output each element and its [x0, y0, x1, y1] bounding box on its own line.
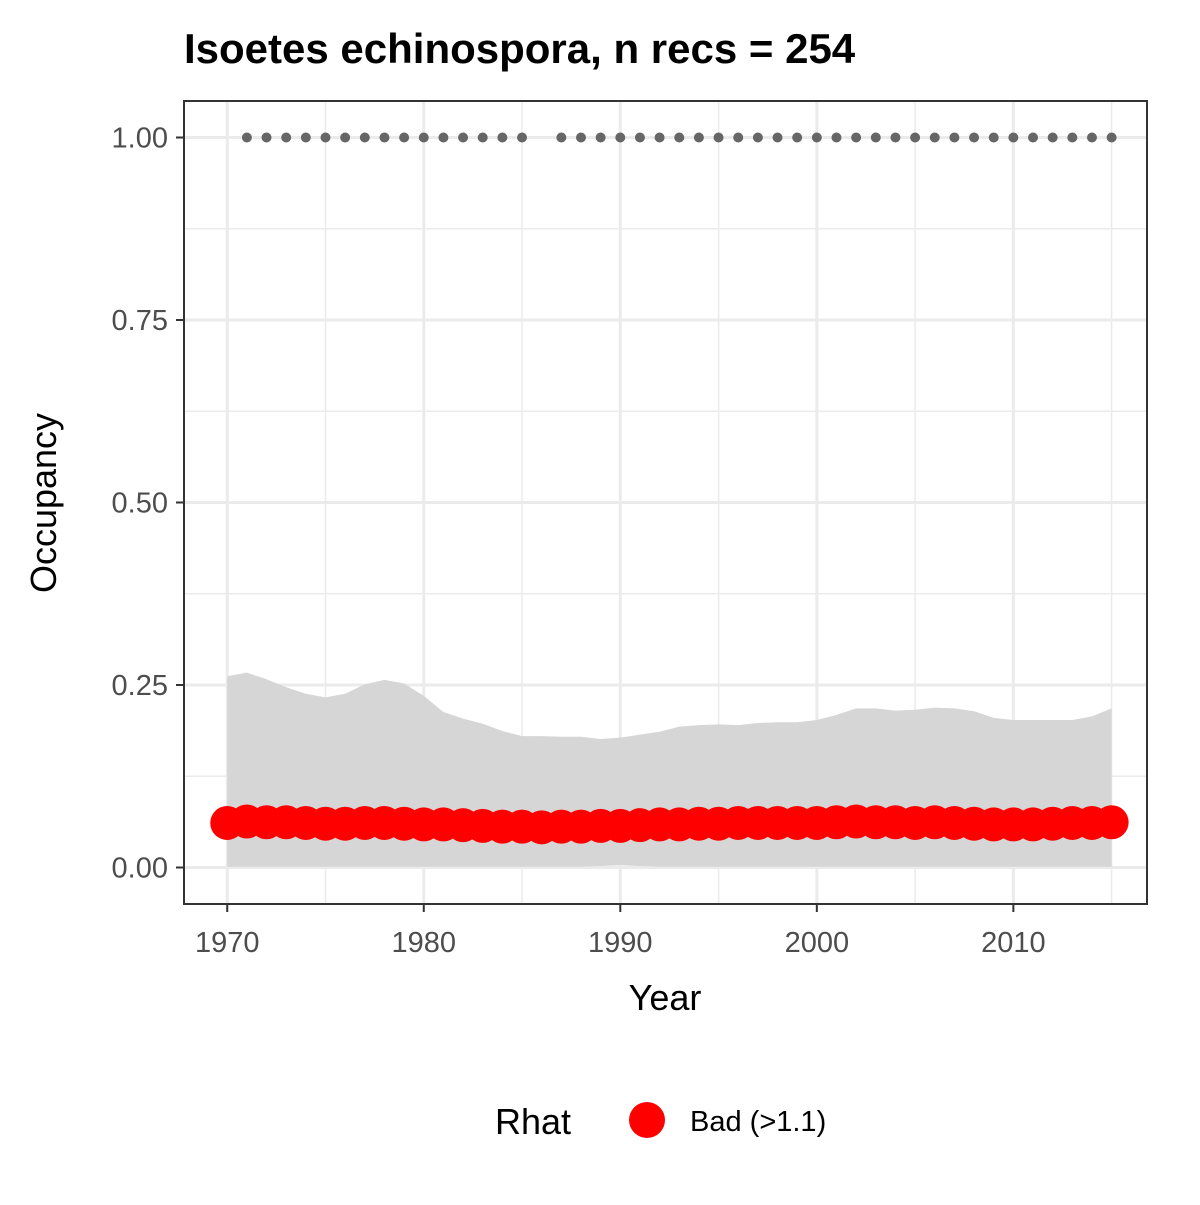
record-dot: [575, 132, 586, 143]
y-axis-title: Occupancy: [23, 413, 64, 593]
x-tick-label: 1990: [588, 927, 653, 959]
record-dot: [1067, 132, 1078, 143]
y-tick-label: 0.75: [112, 305, 168, 337]
record-dot: [851, 132, 862, 143]
legend-title: Rhat: [495, 1101, 571, 1142]
record-dot: [634, 132, 645, 143]
record-dot: [969, 132, 980, 143]
x-axis-title: Year: [629, 977, 702, 1018]
y-axis: 0.00 0.25 0.50 0.75 1.00: [112, 123, 184, 885]
record-dot: [418, 132, 429, 143]
record-dot: [870, 132, 881, 143]
legend-label-bad: Bad (>1.1): [690, 1106, 826, 1138]
record-dot: [379, 132, 390, 143]
y-tick-label: 0.00: [112, 853, 168, 885]
record-dot: [1028, 132, 1039, 143]
record-dot: [320, 132, 331, 143]
records-layer: [241, 132, 1117, 143]
chart-title: Isoetes echinospora, n recs = 254: [184, 25, 856, 72]
record-dot: [517, 132, 528, 143]
record-dot: [752, 132, 763, 143]
legend: Rhat Bad (>1.1): [495, 1101, 826, 1142]
record-dot: [811, 132, 822, 143]
record-dot: [438, 132, 449, 143]
record-dot: [674, 132, 685, 143]
record-dot: [556, 132, 567, 143]
record-dot: [1086, 132, 1097, 143]
record-dot: [949, 132, 960, 143]
occupancy-points-layer: [210, 804, 1129, 845]
record-dot: [1047, 132, 1058, 143]
record-dot: [713, 132, 724, 143]
x-tick-label: 1970: [195, 927, 260, 959]
record-dot: [831, 132, 842, 143]
y-tick-label: 0.25: [112, 670, 168, 702]
x-tick-label: 1980: [392, 927, 457, 959]
legend-key-bad: [629, 1102, 665, 1138]
record-dot: [772, 132, 783, 143]
record-dot: [340, 132, 351, 143]
record-dot: [300, 132, 311, 143]
record-dot: [988, 132, 999, 143]
record-dot: [693, 132, 704, 143]
record-dot: [654, 132, 665, 143]
record-dot: [595, 132, 606, 143]
record-dot: [1008, 132, 1019, 143]
y-tick-label: 1.00: [112, 123, 168, 155]
x-tick-label: 2000: [785, 927, 850, 959]
record-dot: [910, 132, 921, 143]
record-dot: [399, 132, 410, 143]
record-dot: [241, 132, 252, 143]
record-dot: [497, 132, 508, 143]
record-dot: [615, 132, 626, 143]
record-dot: [458, 132, 469, 143]
record-dot: [477, 132, 488, 143]
x-tick-label: 2010: [981, 927, 1046, 959]
record-dot: [890, 132, 901, 143]
record-dot: [929, 132, 940, 143]
record-dot: [359, 132, 370, 143]
record-dot: [261, 132, 272, 143]
record-dot: [792, 132, 803, 143]
record-dot: [733, 132, 744, 143]
record-dot: [1106, 132, 1117, 143]
occupancy-point: [1094, 805, 1129, 840]
record-dot: [281, 132, 292, 143]
y-tick-label: 0.50: [112, 488, 168, 520]
x-axis: 1970 1980 1990 2000 2010: [195, 904, 1046, 959]
